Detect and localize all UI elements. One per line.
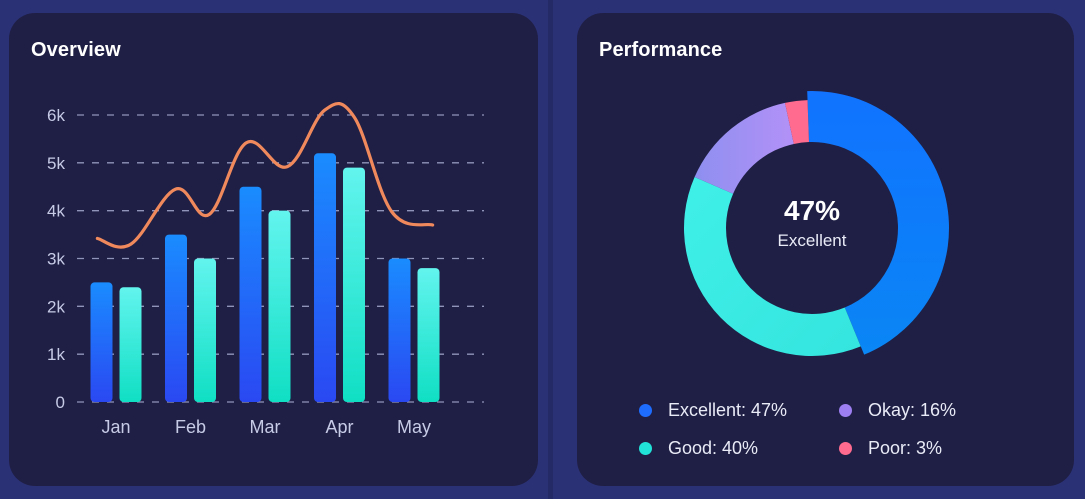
panel-divider xyxy=(548,0,553,499)
legend-dot-good xyxy=(639,441,652,455)
donut-center-value: 47% xyxy=(784,195,840,226)
y-tick-label: 4k xyxy=(47,202,65,221)
y-tick-label: 6k xyxy=(47,106,65,125)
bar-a-may xyxy=(388,258,411,402)
x-tick-label: Jan xyxy=(101,417,130,437)
legend-item-excellent: Excellent: 47% xyxy=(639,399,839,421)
legend-dot-okay xyxy=(839,403,852,417)
bar-a-jan xyxy=(90,282,113,402)
overview-title: Overview xyxy=(31,39,121,61)
bar-a-feb xyxy=(165,234,187,402)
legend-label-okay: Okay: 16% xyxy=(868,399,957,420)
trend-line xyxy=(95,102,435,249)
y-tick-label: 3k xyxy=(47,250,65,269)
performance-legend: Excellent: 47% Okay: 16% Good: 40% Poor:… xyxy=(639,399,999,459)
donut-slice-excellent xyxy=(807,91,950,355)
bar-b-may xyxy=(417,268,440,402)
bar-b-apr xyxy=(343,167,365,402)
bar-a-mar xyxy=(239,186,262,402)
legend-item-okay: Okay: 16% xyxy=(839,399,999,421)
performance-card: Performance 47% Excellent Excellent: 47% xyxy=(577,13,1074,486)
bar-b-mar xyxy=(268,210,291,402)
legend-label-poor: Poor: 3% xyxy=(868,437,943,458)
x-tick-label: Apr xyxy=(325,417,353,437)
performance-title: Performance xyxy=(599,39,723,61)
legend-item-good: Good: 40% xyxy=(639,437,839,459)
performance-donut-chart: 47% Excellent xyxy=(684,91,950,356)
x-tick-label: Feb xyxy=(175,417,206,437)
x-tick-label: Mar xyxy=(250,417,281,437)
donut-slice-good xyxy=(684,177,861,356)
legend-label-excellent: Excellent: 47% xyxy=(668,399,788,420)
legend-dot-poor xyxy=(839,441,852,455)
x-tick-label: May xyxy=(397,417,431,437)
legend-label-good: Good: 40% xyxy=(668,437,759,458)
y-tick-label: 1k xyxy=(47,345,65,364)
legend-item-poor: Poor: 3% xyxy=(839,437,999,459)
overview-bar-chart: 0 1k 2k 3k 4k 5k 6k Jan Feb Mar Apr May xyxy=(47,102,484,437)
donut-slice-poor xyxy=(784,100,809,144)
donut-slice-okay xyxy=(694,102,794,194)
y-tick-label: 0 xyxy=(56,393,65,412)
bar-b-feb xyxy=(194,258,216,402)
bar-b-jan xyxy=(119,287,142,402)
y-tick-label: 2k xyxy=(47,297,65,316)
y-tick-label: 5k xyxy=(47,154,65,173)
overview-card: Overview 0 1k 2k 3k 4k 5k 6k Jan Feb Mar Apr May xyxy=(9,13,538,486)
bar-a-apr xyxy=(314,153,336,402)
legend-dot-excellent xyxy=(639,403,652,417)
donut-center-label: Excellent xyxy=(778,231,847,250)
